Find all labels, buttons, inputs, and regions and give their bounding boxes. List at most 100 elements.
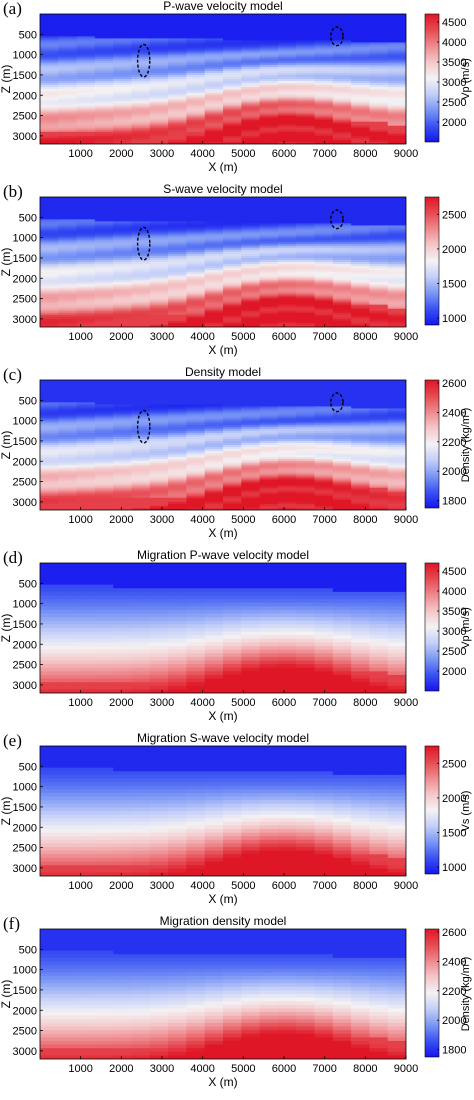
heatmap-cell — [369, 268, 389, 271]
heatmap-cell — [369, 388, 389, 391]
heatmap-cell — [113, 284, 133, 287]
heatmap-cell — [296, 682, 316, 687]
heatmap-cell — [332, 278, 352, 281]
heatmap-cell — [351, 79, 370, 82]
heatmap-cell — [223, 445, 242, 448]
heatmap-cell — [186, 406, 206, 410]
heatmap-cell — [113, 746, 133, 751]
heatmap-cell — [314, 298, 334, 302]
heatmap-cell — [259, 653, 279, 658]
heatmap-cell — [113, 499, 133, 503]
heatmap-cell — [94, 767, 114, 772]
heatmap-cell — [387, 749, 406, 754]
heatmap-cell — [259, 767, 279, 772]
heatmap-cell — [277, 497, 297, 501]
heatmap-cell — [223, 493, 242, 497]
heatmap-cell — [223, 247, 242, 251]
heatmap-cell — [351, 436, 370, 440]
chart-title: Density model — [185, 365, 261, 379]
heatmap-cell — [387, 111, 406, 115]
heatmap-cell — [131, 235, 151, 239]
heatmap-cell — [314, 199, 334, 202]
heatmap-cell — [277, 422, 297, 426]
heatmap-cell — [277, 22, 297, 25]
heatmap-cell — [131, 247, 151, 251]
heatmap-cell — [149, 461, 169, 464]
heatmap-cell — [131, 16, 151, 19]
heatmap-cell — [314, 320, 334, 324]
heatmap-cell — [204, 56, 224, 60]
heatmap-cell — [94, 223, 114, 227]
heatmap-cell — [241, 123, 261, 127]
heatmap-cell — [351, 137, 370, 141]
heatmap-cell — [113, 631, 133, 636]
heatmap-cell — [186, 141, 206, 144]
heatmap-cell — [314, 487, 334, 491]
heatmap-cell — [223, 382, 242, 385]
heatmap-cell — [168, 288, 187, 292]
heatmap-cell — [223, 131, 242, 135]
heatmap-cell — [186, 646, 206, 651]
heatmap-cell — [149, 199, 169, 202]
heatmap-cell — [149, 91, 169, 94]
heatmap-cell — [131, 24, 151, 27]
heatmap-cell — [259, 83, 279, 86]
heatmap-cell — [241, 384, 261, 387]
heatmap-cell — [259, 46, 279, 50]
heatmap-cell — [296, 573, 316, 579]
heatmap-cell — [351, 314, 370, 318]
heatmap-cell — [94, 497, 114, 501]
heatmap-cell — [76, 113, 96, 117]
heatmap-cell — [387, 205, 406, 208]
heatmap-cell — [369, 602, 389, 607]
heatmap-cell — [369, 764, 389, 769]
heatmap-cell — [314, 16, 334, 19]
x-tick-label: 4000 — [190, 514, 214, 526]
heatmap-cell — [314, 278, 334, 281]
heatmap-cell — [387, 26, 406, 29]
heatmap-cell — [168, 101, 187, 104]
heatmap-cell — [351, 203, 370, 206]
heatmap-cell — [314, 671, 334, 676]
heatmap-cell — [113, 91, 133, 94]
heatmap-cell — [113, 442, 133, 446]
heatmap-cell — [40, 581, 59, 586]
heatmap-cell — [369, 111, 389, 115]
heatmap-cell — [113, 30, 133, 33]
heatmap-cell — [58, 131, 78, 135]
heatmap-cell — [241, 221, 261, 225]
heatmap-cell — [168, 638, 187, 644]
heatmap-cell — [168, 392, 187, 395]
heatmap-cell — [314, 451, 334, 454]
heatmap-cell — [241, 270, 261, 273]
heatmap-cell — [131, 584, 151, 589]
heatmap-cell — [40, 221, 59, 225]
heatmap-cell — [223, 139, 242, 143]
heatmap-cell — [241, 310, 261, 314]
heatmap-cell — [351, 54, 370, 58]
heatmap-cell — [259, 58, 279, 62]
heatmap-cell — [277, 380, 297, 383]
heatmap-cell — [351, 432, 370, 436]
heatmap-cell — [40, 505, 59, 509]
heatmap-cell — [332, 584, 352, 589]
heatmap-cell — [58, 785, 78, 790]
colorbar-tick-label: 4500 — [442, 566, 466, 578]
heatmap-cell — [223, 286, 242, 290]
heatmap-cell — [40, 442, 59, 446]
heatmap-cell — [241, 420, 261, 424]
heatmap-cell — [241, 50, 261, 54]
heatmap-cell — [168, 577, 187, 582]
heatmap-cell — [259, 42, 279, 46]
heatmap-cell — [259, 97, 279, 100]
heatmap-cell — [369, 288, 389, 292]
heatmap-cell — [369, 135, 389, 139]
heatmap-cell — [369, 221, 389, 225]
heatmap-cell — [296, 117, 316, 121]
heatmap-cell — [351, 631, 370, 636]
heatmap-cell — [223, 581, 242, 586]
heatmap-cell — [314, 760, 334, 765]
heatmap-cell — [351, 56, 370, 60]
heatmap-cell — [241, 477, 261, 481]
heatmap-cell — [259, 288, 279, 292]
